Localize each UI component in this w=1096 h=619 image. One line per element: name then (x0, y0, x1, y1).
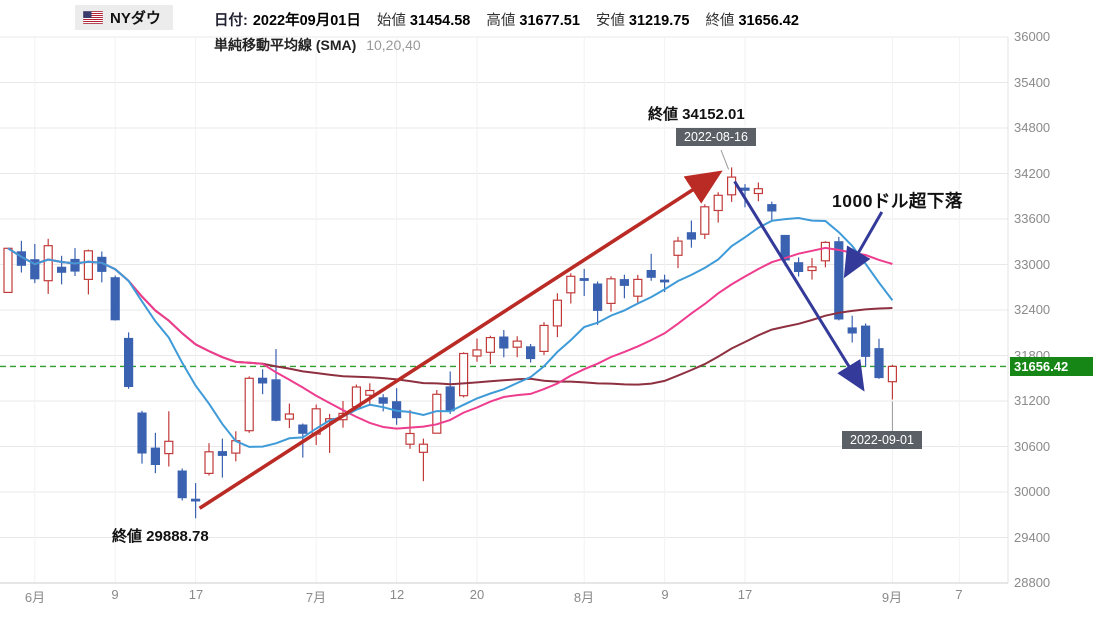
drop-pointer-arrow (843, 211, 884, 279)
ohlc-info-line: 日付: 2022年09月01日 始値 31454.58 高値 31677.51 安値 3… (214, 9, 799, 30)
open-label: 始値 (376, 13, 406, 29)
close-label: 終値 (705, 13, 735, 29)
y-axis-label: 31200 (1014, 393, 1051, 408)
peak-date-badge: 2022-08-16 (676, 128, 756, 146)
low-value: 31219.75 (628, 13, 690, 29)
page-title: NYダウ (110, 10, 161, 27)
bottom-close-label: 終値 29888.78 (112, 528, 209, 545)
sma-periods: 10,20,40 (366, 37, 421, 53)
x-axis-label: 17 (188, 587, 204, 602)
x-axis-label: 7 (955, 587, 963, 602)
us-flag-icon (83, 11, 103, 24)
y-axis-label: 29400 (1014, 530, 1051, 545)
sma-lines (7, 216, 894, 448)
open-value: 31454.58 (409, 13, 471, 29)
y-axis-label: 33600 (1014, 211, 1051, 226)
date-value: 2022年09月01日 (252, 13, 361, 29)
y-axis-label: 35400 (1014, 75, 1051, 90)
uptrend-arrow (198, 170, 723, 510)
gridlines (0, 36, 1009, 584)
x-axis-label: 6月 (24, 590, 46, 605)
y-axis-label: 34800 (1014, 120, 1051, 135)
last-price-badge: 31656.42 (1010, 357, 1093, 376)
x-axis-label: 9 (111, 587, 119, 602)
candles (3, 167, 898, 519)
y-axis-label: 28800 (1014, 575, 1051, 590)
date-label: 日付: (214, 13, 248, 29)
drop-note-label: 1000ドル超下落 (832, 191, 963, 211)
x-axis-label: 12 (389, 587, 405, 602)
y-axis-label: 36000 (1014, 29, 1051, 44)
downtrend-arrow (733, 180, 865, 392)
close-value: 31656.42 (738, 13, 799, 29)
last-date-badge: 2022-09-01 (842, 431, 922, 449)
y-axis-label: 34200 (1014, 166, 1051, 181)
sma-info-line: 単純移動平均線 (SMA) 10,20,40 (214, 35, 421, 55)
annotation-connectors (720, 149, 893, 432)
y-axis-label: 30600 (1014, 439, 1051, 454)
high-label: 高値 (486, 13, 516, 29)
high-value: 31677.51 (519, 13, 580, 29)
x-axis-label: 7月 (305, 590, 327, 605)
low-label: 安値 (595, 13, 625, 29)
annotation-arrows (198, 170, 884, 510)
x-axis-label: 20 (469, 587, 485, 602)
sma-label: 単純移動平均線 (SMA) (214, 37, 357, 53)
peak-close-label: 終値 34152.01 (648, 106, 745, 123)
y-axis-label: 32400 (1014, 302, 1051, 317)
x-axis-label: 9月 (881, 590, 903, 605)
y-axis-label: 30000 (1014, 484, 1051, 499)
x-axis-label: 8月 (573, 590, 595, 605)
y-axis-label: 33000 (1014, 257, 1051, 272)
x-axis-label: 9 (661, 587, 669, 602)
instrument-title-box: NYダウ (75, 5, 173, 30)
x-axis-label: 17 (737, 587, 753, 602)
